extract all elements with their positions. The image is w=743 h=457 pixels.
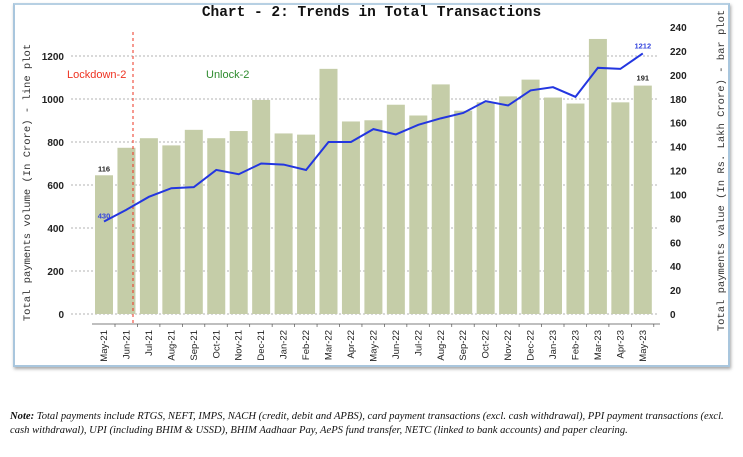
bar: [95, 175, 113, 314]
x-tick-label: Dec-22: [526, 330, 537, 361]
bar-data-label-last: 191: [637, 74, 650, 83]
y-right-tick-label: 20: [670, 286, 682, 297]
y-left-tick-label: 800: [47, 138, 64, 149]
x-tick-label: Jul-21: [144, 330, 155, 356]
bar-data-label-first: 116: [98, 164, 110, 173]
bar: [588, 38, 607, 314]
x-tick-label: May-23: [638, 330, 649, 362]
x-tick-label: Oct-21: [211, 330, 222, 359]
x-tick-label: Jun-22: [391, 330, 402, 359]
x-tick-label: Sep-21: [189, 330, 200, 361]
bar: [297, 134, 316, 314]
y-right-tick-label: 140: [670, 143, 687, 154]
y-left-tick-label: 200: [47, 267, 64, 278]
bar: [499, 96, 518, 314]
y-left-tick-label: 1200: [42, 52, 65, 63]
x-tick-label: Sep-22: [458, 330, 469, 361]
y-left-tick-label: 600: [47, 181, 64, 192]
annotation-unlock: Unlock-2: [206, 69, 249, 81]
bar: [633, 85, 652, 315]
bar: [117, 147, 136, 314]
note-text: Total payments include RTGS, NEFT, IMPS,…: [10, 411, 724, 436]
note-label: Note:: [10, 411, 35, 422]
x-tick-label: Mar-22: [324, 330, 335, 360]
y-left-axis-title: Total payments volume (In Crore) - line …: [22, 44, 34, 321]
y-left-tick-label: 0: [58, 310, 64, 321]
y-left-tick-label: 400: [47, 224, 64, 235]
x-tick-label: Apr-22: [346, 330, 357, 359]
bar: [611, 102, 630, 315]
y-right-tick-label: 60: [670, 238, 682, 249]
chart-title: Chart - 2: Trends in Total Transactions: [201, 5, 542, 21]
bar: [274, 133, 293, 314]
y-right-tick-label: 160: [670, 119, 687, 130]
y-right-tick-label: 180: [670, 95, 687, 106]
x-tick-label: Feb-22: [301, 330, 312, 360]
bar: [544, 97, 562, 314]
bar: [139, 138, 158, 314]
line-data-label-first: 430: [98, 212, 111, 221]
bar: [431, 84, 450, 315]
x-tick-label: Aug-21: [166, 330, 177, 361]
bar: [341, 121, 360, 315]
x-tick-label: Dec-21: [256, 330, 267, 361]
x-tick-label: Oct-22: [481, 330, 492, 359]
x-tick-label: Jan-22: [279, 330, 290, 359]
bar: [386, 104, 405, 315]
x-tick-label: Jan-23: [548, 330, 559, 359]
bar: [454, 110, 473, 314]
chart-svg: 0 200 400 600 800 1000 1200 0 20 40 60 80 100 120 140 1…: [22, 10, 728, 362]
bar: [207, 138, 226, 314]
line-data-label-last: 1212: [634, 41, 651, 50]
y-right-tick-label: 80: [670, 214, 682, 225]
y-left-tick-label: 1000: [42, 95, 65, 106]
y-right-tick-label: 220: [670, 47, 687, 58]
y-right-tick-label: 100: [670, 190, 687, 201]
bar: [252, 99, 271, 314]
bar: [319, 68, 338, 315]
bar: [409, 115, 428, 314]
x-tick-label: Mar-23: [593, 330, 604, 360]
y-right-tick-label: 40: [670, 262, 682, 273]
y-right-axis-title: Total payments value (In Rs. Lakh Crore)…: [716, 10, 728, 331]
y-right-tick-label: 120: [670, 167, 687, 178]
x-tick-label: Apr-23: [615, 330, 626, 359]
bar: [476, 102, 495, 315]
bar: [364, 120, 383, 315]
bar: [229, 131, 248, 314]
y-right-tick-label: 0: [670, 310, 676, 321]
x-tick-label: Nov-21: [234, 330, 245, 361]
x-tick-label: Jun-21: [121, 330, 132, 359]
bar: [521, 79, 540, 314]
y-right-tick-label: 200: [670, 71, 687, 82]
annotation-lockdown: Lockdown-2: [67, 69, 126, 81]
bar: [162, 145, 181, 314]
note: Note: Total payments include RTGS, NEFT,…: [10, 410, 735, 437]
x-tick-label: Aug-22: [436, 330, 447, 361]
x-tick-label: Jul-22: [413, 330, 424, 356]
x-tick-label: May-22: [368, 330, 379, 362]
bar: [566, 103, 585, 315]
x-tick-label: Nov-22: [503, 330, 514, 361]
bar: [184, 129, 203, 314]
y-right-tick-label: 240: [670, 23, 687, 34]
x-tick-label: Feb-23: [570, 330, 581, 360]
x-tick-label: May-21: [99, 330, 110, 362]
